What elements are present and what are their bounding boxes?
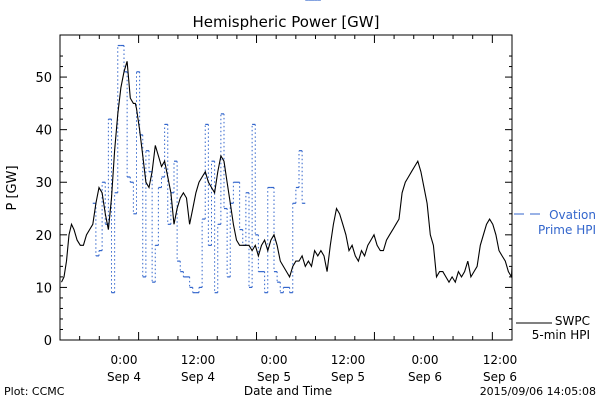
y-tick-label: 50: [35, 71, 52, 86]
y-tick-label: 40: [35, 124, 52, 139]
x-axis: 0:00 Sep 4 12:00 Sep 4 0:00 Sep 5 12:00 Sep 5 0:…: [59, 35, 518, 384]
series-swpc-hpi: [61, 61, 513, 284]
y-tick-label: 20: [35, 229, 52, 244]
y-tick-label: 30: [35, 176, 52, 191]
x-tick-label-date: Sep 5: [257, 370, 291, 384]
swpc-line: [61, 61, 513, 284]
y-axis-label: P [GW]: [5, 165, 20, 210]
x-axis-label: Date and Time: [244, 384, 332, 398]
x-tick-label-time: 0:00: [412, 353, 439, 367]
chart-title: Hemispheric Power [GW]: [193, 13, 380, 31]
x-tick-label-date: Sep 6: [408, 370, 442, 384]
x-tick-label-date: Sep 6: [483, 370, 517, 384]
plot-credit: Plot: CCMC: [4, 385, 65, 398]
legend-swpc-label-2: 5-min HPI: [532, 328, 590, 342]
y-tick-label: 10: [35, 281, 52, 296]
y-axis: 0 10 20 30 40 50: [35, 55, 512, 349]
series-ovation-prime-hpi: [92, 0, 321, 294]
x-tick-label-time: 0:00: [111, 353, 138, 367]
legend-swpc-label-1: SWPC: [555, 314, 590, 328]
plot-timestamp: 2015/09/06 14:05:08: [480, 385, 596, 398]
legend-ovation-label-2: Prime HPI: [538, 223, 596, 237]
legend-ovation-label-1: Ovation: [549, 208, 596, 222]
x-tick-label-time: 12:00: [181, 353, 216, 367]
x-tick-label-time: 12:00: [331, 353, 366, 367]
x-tick-label-date: Sep 4: [107, 370, 141, 384]
x-tick-label-time: 0:00: [261, 353, 288, 367]
x-tick-label-time: 12:00: [483, 353, 518, 367]
plot-frame: [59, 34, 513, 341]
x-tick-label-date: Sep 5: [331, 370, 365, 384]
y-tick-label: 0: [44, 334, 52, 349]
x-tick-label-date: Sep 4: [181, 370, 215, 384]
